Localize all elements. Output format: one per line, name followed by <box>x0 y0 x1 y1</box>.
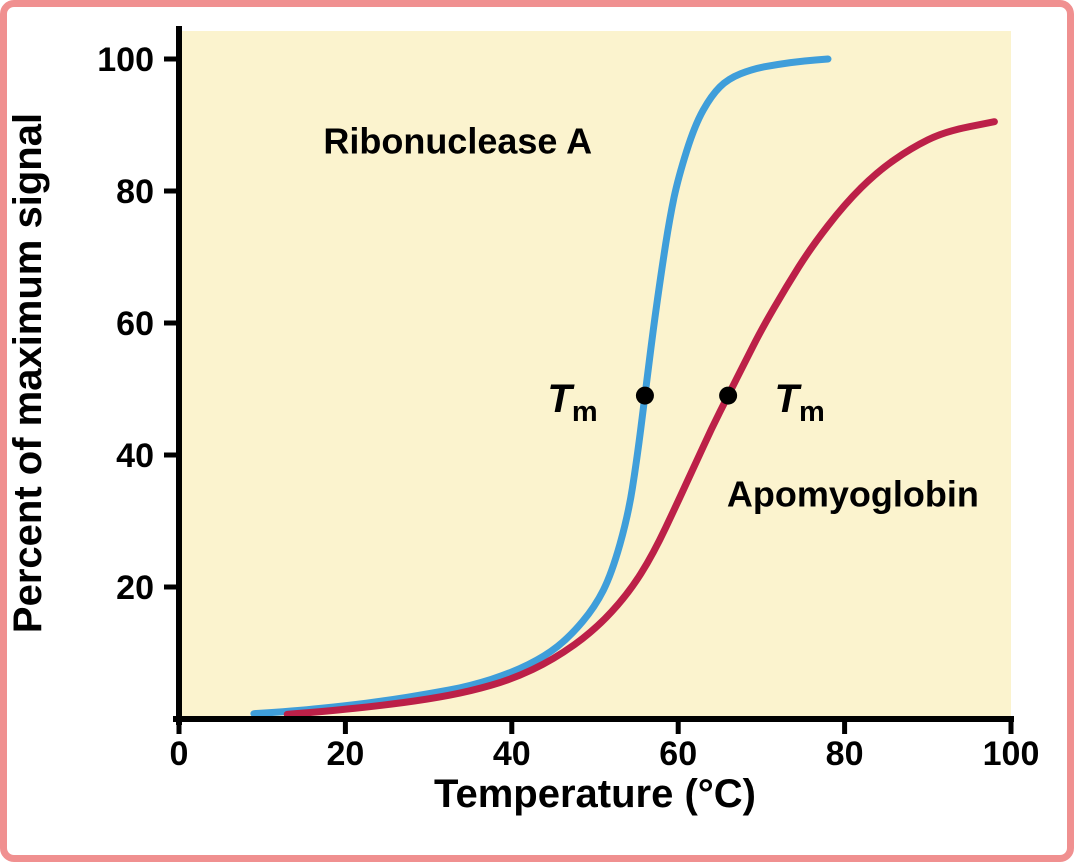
tm-marker-dot <box>719 386 738 405</box>
tm-label: Tm <box>775 377 825 428</box>
tm-label: Tm <box>547 377 597 428</box>
y-tick-label: 60 <box>116 305 154 343</box>
tm-markers-group <box>635 386 738 405</box>
ribonuclease-label: Ribonuclease A <box>323 121 592 162</box>
x-tick-label: 0 <box>170 735 189 773</box>
curves-group <box>250 55 998 718</box>
y-tick-label: 100 <box>97 41 154 79</box>
y-tick-label: 80 <box>116 173 154 211</box>
y-tick-label: 20 <box>116 569 154 607</box>
tm-marker-dot <box>635 386 654 405</box>
plot-background <box>179 31 1011 719</box>
apomyoglobin-label: Apomyoglobin <box>727 474 979 515</box>
x-tick-label: 60 <box>659 735 697 773</box>
ticks-group: 0 20 40 60 80 100 20 40 60 80 100 <box>97 41 1039 773</box>
axes-group <box>173 26 1014 725</box>
curve-ribonuclease-a <box>250 55 832 718</box>
x-tick-label: 100 <box>983 735 1040 773</box>
x-tick-label: 80 <box>826 735 864 773</box>
x-axis-title: Temperature (°C) <box>434 772 756 816</box>
y-tick-label: 40 <box>116 437 154 475</box>
y-axis-title: Percent of maximum signal <box>7 113 50 633</box>
x-tick-label: 40 <box>493 735 531 773</box>
denaturation-chart: 0 20 40 60 80 100 20 40 60 80 100 Tm Tm Ribonuclease… <box>7 26 1039 816</box>
annotations-group: Tm Tm Ribonuclease A Apomyoglobin <box>323 121 979 515</box>
curve-apomyoglobin <box>283 118 998 718</box>
x-tick-label: 20 <box>326 735 364 773</box>
